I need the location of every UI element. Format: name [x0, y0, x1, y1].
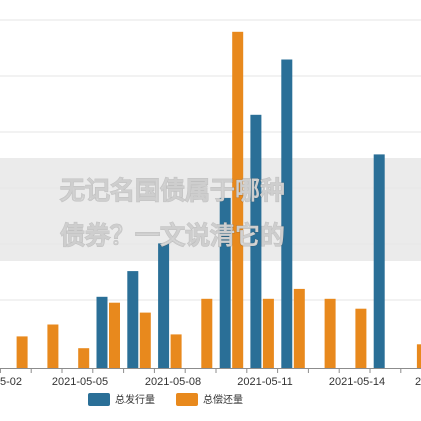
- bar-repaid-2021-05-10[interactable]: [262, 298, 274, 368]
- bar-repaid-2021-05-06[interactable]: [139, 312, 151, 368]
- bar-repaid-2021-05-13[interactable]: [355, 308, 367, 368]
- legend-label-repaid[interactable]: 总偿还量: [203, 393, 243, 406]
- legend-swatch-repaid[interactable]: [176, 393, 198, 406]
- x-tick-label: 2021-05-08: [145, 376, 201, 388]
- x-tick-label: 20: [415, 376, 421, 388]
- x-tick-label: 2021-05-14: [329, 376, 385, 388]
- bar-repaid-2021-05-05[interactable]: [109, 302, 120, 368]
- bar-issued-2021-05-10[interactable]: [250, 114, 262, 368]
- title-band: [0, 158, 421, 261]
- bar-repaid-2021-05-03[interactable]: [47, 324, 59, 369]
- bars: [16, 31, 421, 369]
- bar-repaid-2021-05-09[interactable]: [232, 31, 244, 369]
- bar-repaid-2021-05-07[interactable]: [170, 334, 182, 368]
- bar-issued-2021-05-09[interactable]: [219, 197, 231, 368]
- overlay-line-1: 无记名国债属于哪种: [60, 176, 285, 205]
- bar-issued-2021-05-07[interactable]: [158, 243, 170, 368]
- bar-issued-2021-05-14[interactable]: [373, 154, 385, 368]
- bar-repaid-2021-05-08[interactable]: [201, 298, 213, 368]
- overlay-line-2: 债券？一文说清它的: [60, 221, 285, 250]
- overlay-title: 无记名国债属于哪种 债券？一文说清它的: [60, 176, 286, 251]
- bar-repaid-2021-05-12[interactable]: [324, 298, 336, 368]
- x-axis: [0, 368, 421, 373]
- x-tick-label: 2021-05-11: [237, 376, 292, 388]
- bar-repaid-2021-05-02[interactable]: [16, 336, 28, 368]
- legend[interactable]: 总发行量 总偿还量: [88, 393, 243, 406]
- bar-issued-2021-05-11[interactable]: [281, 59, 293, 369]
- bar-repaid-2021-05-11[interactable]: [293, 288, 305, 368]
- bar-issued-2021-05-05[interactable]: [96, 296, 108, 368]
- bar-repaid-2021-05-15[interactable]: [416, 344, 421, 368]
- x-tick-label: 2021-05-05: [52, 376, 108, 388]
- bar-issued-2021-05-06[interactable]: [127, 271, 139, 368]
- x-tick-label: 21-05-02: [0, 376, 22, 388]
- legend-label-issued[interactable]: 总发行量: [115, 393, 155, 406]
- x-tick-labels: 21-05-02 2021-05-05 2021-05-08 2021-05-11 20…: [0, 376, 421, 388]
- legend-swatch-issued[interactable]: [88, 393, 110, 406]
- bar-repaid-2021-05-04[interactable]: [78, 348, 90, 368]
